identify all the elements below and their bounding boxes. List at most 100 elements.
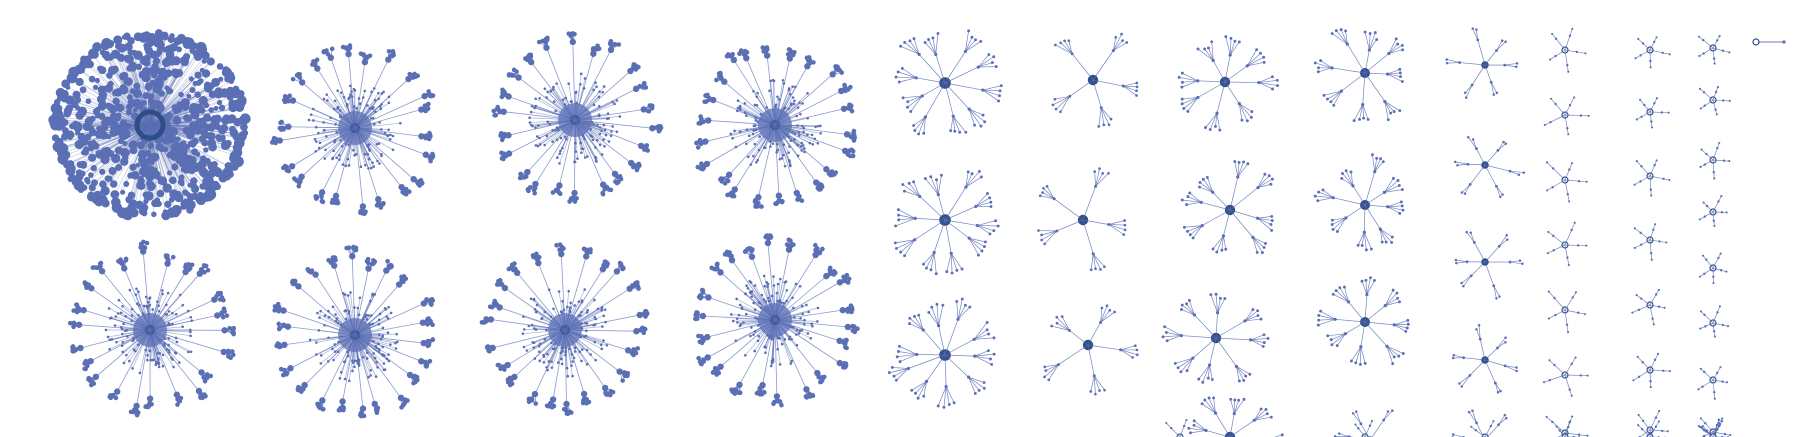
graph-node [381, 326, 385, 330]
graph-node [92, 84, 99, 91]
graph-node [747, 134, 751, 138]
graph-node [369, 374, 373, 377]
graph-node [147, 93, 155, 100]
graph-node [194, 91, 201, 99]
graph-node [725, 171, 733, 178]
graph-edge [354, 334, 411, 376]
graph-node [285, 123, 292, 130]
graph-node [369, 117, 373, 120]
graph-node [573, 304, 576, 307]
graph-node [386, 331, 390, 335]
graph-node [699, 117, 704, 122]
graph-node [816, 141, 820, 145]
graph-node [151, 167, 158, 174]
graph-node [714, 77, 719, 83]
graph-node [139, 248, 147, 255]
graph-edge [59, 124, 151, 154]
graph-node [330, 262, 338, 269]
graph-node [286, 168, 292, 174]
graph-edge [113, 124, 151, 134]
graph-node [378, 162, 381, 165]
graph-edge [149, 89, 193, 126]
graph-node [359, 405, 367, 412]
graph-node [361, 58, 369, 66]
graph-node [231, 330, 236, 335]
graph-node [558, 162, 561, 165]
graph-node [74, 139, 84, 150]
graph-node [557, 290, 561, 293]
graph-node [378, 205, 384, 210]
graph-node [157, 309, 161, 313]
graph-edge [132, 65, 151, 126]
graph-node [188, 139, 197, 148]
graph-node [801, 102, 804, 105]
graph-node [574, 91, 578, 95]
graph-node [624, 347, 632, 354]
graph-node [594, 358, 597, 362]
graph-node [383, 307, 387, 310]
graph-node [169, 189, 179, 199]
graph-node [51, 134, 60, 142]
graph-node [183, 53, 191, 61]
graph-node [180, 203, 188, 210]
graph-node [113, 388, 121, 395]
graph-node [412, 373, 418, 379]
graph-node [135, 410, 141, 415]
graph-node [627, 67, 634, 75]
graph-node [75, 112, 82, 118]
graph-node [164, 85, 170, 91]
graph-node [75, 105, 81, 111]
graph-node [343, 360, 347, 364]
graph-node [69, 123, 76, 130]
graph-node [599, 343, 603, 347]
graph-node [600, 190, 606, 196]
graph-node [603, 144, 606, 148]
graph-node [92, 373, 100, 380]
graph-edge [149, 124, 182, 158]
graph-node [175, 136, 181, 142]
graph-node [493, 112, 499, 118]
graph-node [759, 204, 764, 209]
graph-node [155, 142, 164, 151]
graph-node [535, 259, 542, 267]
graph-node [353, 359, 357, 363]
graph-node [279, 119, 284, 125]
graph-node [140, 167, 150, 178]
graph-node [374, 375, 378, 378]
graph-edge [100, 89, 151, 126]
graph-node [563, 400, 570, 408]
graph-node [233, 137, 245, 149]
graph-node [731, 136, 734, 140]
graph-node [332, 192, 340, 200]
graph-node [536, 254, 542, 260]
graph-node [599, 266, 607, 273]
graph-node [91, 179, 98, 187]
graph-node [99, 168, 106, 175]
graph-node [373, 98, 377, 102]
graph-node [50, 120, 61, 131]
graph-node [418, 358, 425, 365]
graph-node [801, 144, 805, 147]
graph-node [152, 83, 162, 94]
graph-node [127, 37, 135, 45]
graph-node [557, 242, 563, 247]
graph-node [79, 170, 86, 177]
graph-edge [115, 92, 151, 126]
graph-node [420, 339, 427, 347]
graph-node [225, 115, 234, 124]
graph-node [571, 189, 578, 197]
graph-node [635, 284, 641, 290]
graph-node [175, 151, 183, 159]
network-graph-dense-ball [48, 29, 251, 221]
graph-node [276, 308, 281, 314]
graph-node [428, 155, 433, 161]
graph-node [494, 282, 500, 287]
graph-node [282, 163, 288, 169]
graph-node [167, 337, 171, 340]
graph-node [116, 53, 125, 62]
graph-node [314, 65, 321, 72]
graph-node [768, 89, 771, 93]
graph-node [171, 204, 182, 216]
graph-node [327, 54, 335, 61]
graph-node [133, 98, 142, 107]
